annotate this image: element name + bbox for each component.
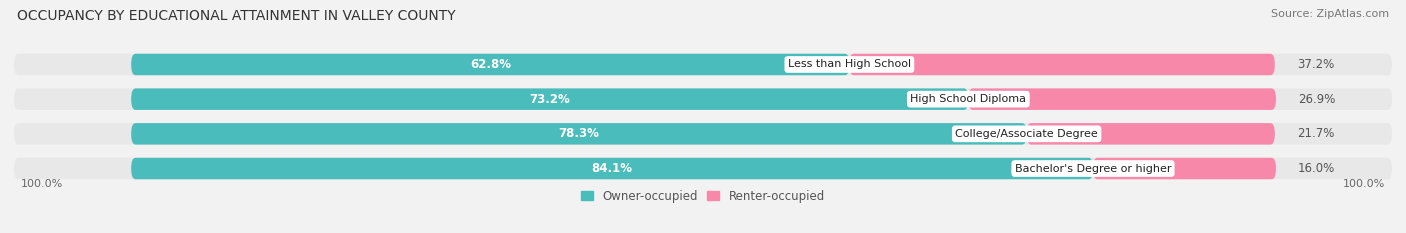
FancyBboxPatch shape <box>131 54 849 75</box>
FancyBboxPatch shape <box>131 88 969 110</box>
Text: Less than High School: Less than High School <box>787 59 911 69</box>
FancyBboxPatch shape <box>14 54 1392 75</box>
Text: 21.7%: 21.7% <box>1298 127 1334 140</box>
FancyBboxPatch shape <box>969 88 1277 110</box>
FancyBboxPatch shape <box>14 158 1392 179</box>
Text: 37.2%: 37.2% <box>1298 58 1334 71</box>
FancyBboxPatch shape <box>131 158 1092 179</box>
Text: High School Diploma: High School Diploma <box>910 94 1026 104</box>
FancyBboxPatch shape <box>849 54 1275 75</box>
Text: Bachelor's Degree or higher: Bachelor's Degree or higher <box>1015 164 1171 174</box>
Text: 62.8%: 62.8% <box>470 58 510 71</box>
FancyBboxPatch shape <box>1026 123 1275 145</box>
Text: College/Associate Degree: College/Associate Degree <box>955 129 1098 139</box>
Text: 100.0%: 100.0% <box>1343 179 1385 189</box>
FancyBboxPatch shape <box>1092 158 1277 179</box>
Text: Source: ZipAtlas.com: Source: ZipAtlas.com <box>1271 9 1389 19</box>
Text: 73.2%: 73.2% <box>530 93 569 106</box>
FancyBboxPatch shape <box>14 88 1392 110</box>
FancyBboxPatch shape <box>131 123 1026 145</box>
Text: OCCUPANCY BY EDUCATIONAL ATTAINMENT IN VALLEY COUNTY: OCCUPANCY BY EDUCATIONAL ATTAINMENT IN V… <box>17 9 456 23</box>
Legend: Owner-occupied, Renter-occupied: Owner-occupied, Renter-occupied <box>581 190 825 203</box>
Text: 16.0%: 16.0% <box>1298 162 1336 175</box>
Text: 84.1%: 84.1% <box>592 162 633 175</box>
Text: 26.9%: 26.9% <box>1298 93 1336 106</box>
Text: 78.3%: 78.3% <box>558 127 599 140</box>
Text: 100.0%: 100.0% <box>21 179 63 189</box>
FancyBboxPatch shape <box>14 123 1392 145</box>
